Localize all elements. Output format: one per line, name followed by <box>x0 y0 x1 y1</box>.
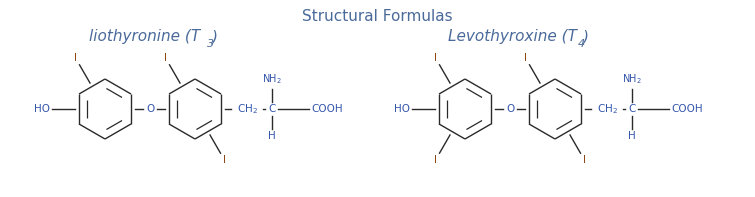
Text: COOH: COOH <box>311 104 343 114</box>
Text: I: I <box>223 155 226 165</box>
Text: NH$_2$: NH$_2$ <box>262 72 282 86</box>
Text: O: O <box>146 104 154 114</box>
Text: H: H <box>628 131 636 141</box>
Text: ): ) <box>212 30 218 45</box>
Text: ): ) <box>583 30 589 45</box>
Text: I: I <box>434 53 437 63</box>
Text: liothyronine (T: liothyronine (T <box>89 30 201 45</box>
Text: HO: HO <box>34 104 50 114</box>
Text: Levothyroxine (T: Levothyroxine (T <box>448 30 577 45</box>
Text: NH$_2$: NH$_2$ <box>622 72 642 86</box>
Text: I: I <box>165 53 168 63</box>
Text: C: C <box>628 104 636 114</box>
Text: CH$_2$: CH$_2$ <box>236 102 257 116</box>
Text: COOH: COOH <box>671 104 703 114</box>
Text: I: I <box>434 155 437 165</box>
Text: I: I <box>524 53 527 63</box>
Text: O: O <box>506 104 514 114</box>
Text: 4: 4 <box>578 39 585 49</box>
Text: C: C <box>268 104 276 114</box>
Text: H: H <box>268 131 276 141</box>
Text: I: I <box>583 155 586 165</box>
Text: I: I <box>74 53 77 63</box>
Text: Structural Formulas: Structural Formulas <box>302 9 453 24</box>
Text: HO: HO <box>394 104 410 114</box>
Text: CH$_2$: CH$_2$ <box>596 102 618 116</box>
Text: 3: 3 <box>207 39 214 49</box>
